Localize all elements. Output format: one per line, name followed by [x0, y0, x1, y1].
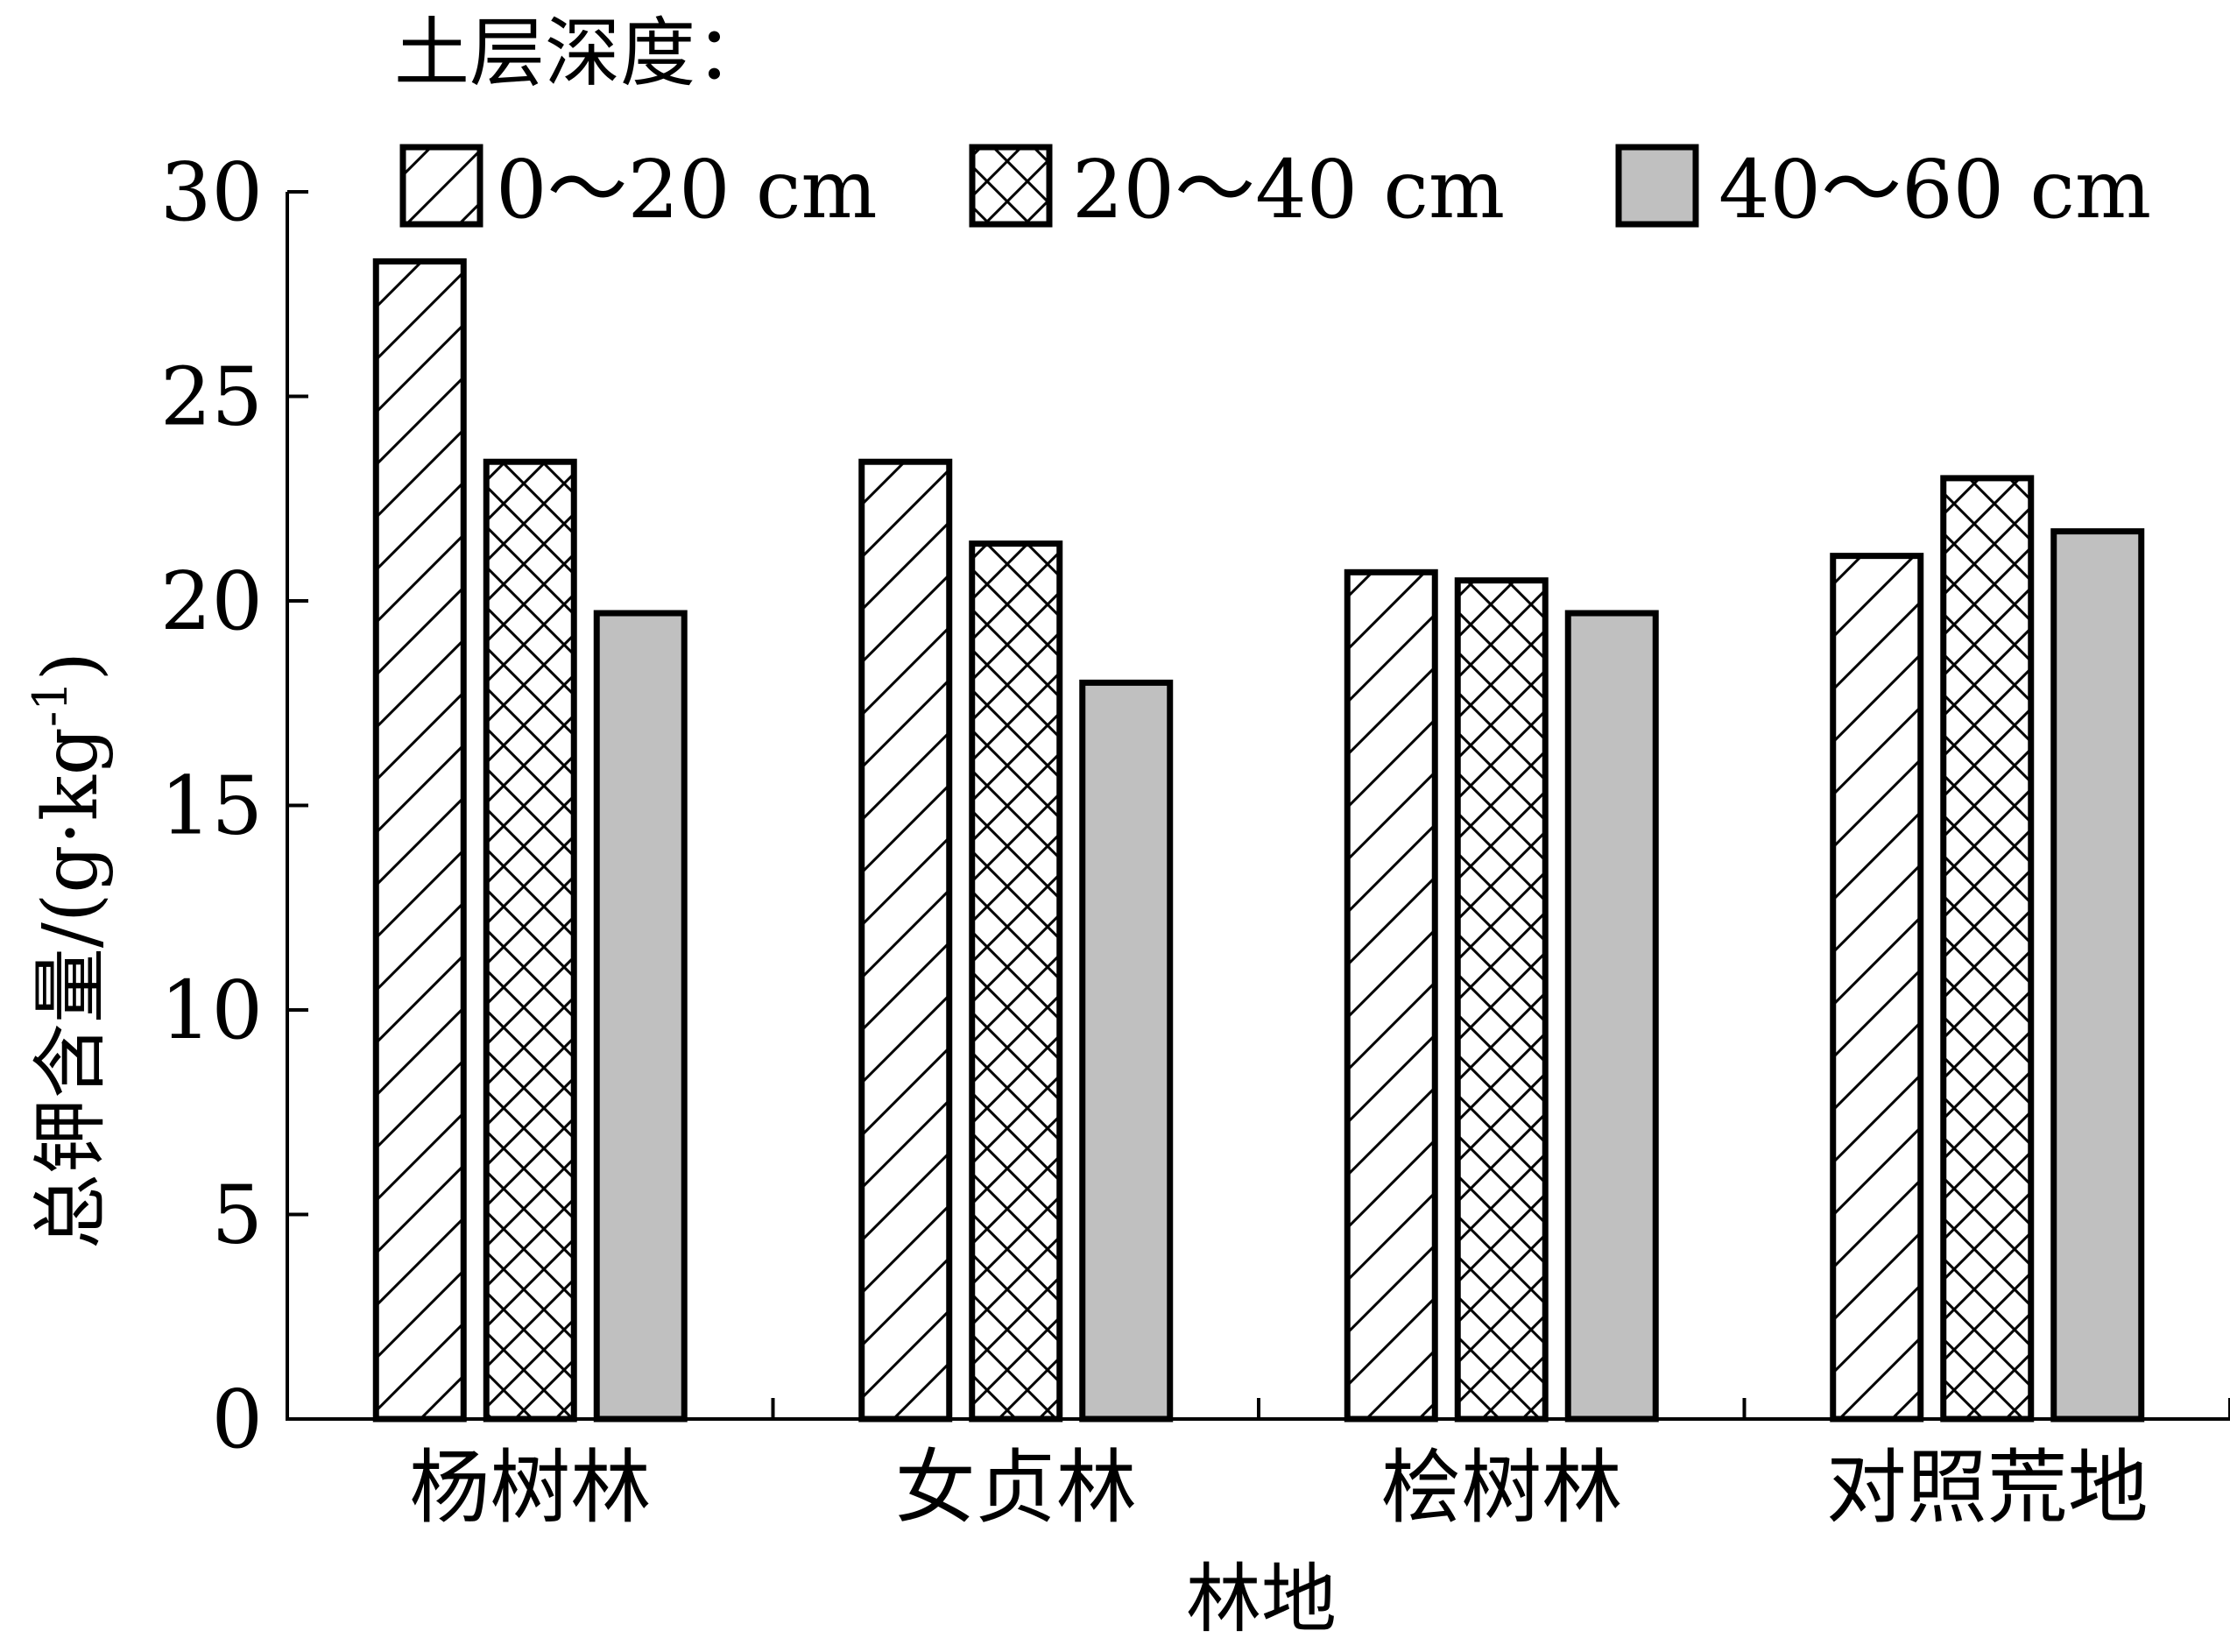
legend-swatch-1 — [403, 147, 480, 224]
bar-series-1 — [376, 261, 463, 1419]
y-tick-label: 20 — [160, 554, 263, 648]
bar-series-3 — [1083, 682, 1170, 1419]
x-axis-tick-labels: 杨树林 女贞林 桧树林 对照荒地 — [409, 1441, 2149, 1535]
bar-series-1 — [1833, 556, 1921, 1419]
x-axis-title: 林地 — [1186, 1556, 1337, 1643]
x-tick-label: 桧树林 — [1380, 1441, 1622, 1535]
y-axis-title-main: 总钾含量/(g·kg — [27, 727, 115, 1249]
bar-series-3 — [596, 613, 684, 1419]
legend-label-2: 20～40 cm — [1072, 143, 1505, 237]
y-axis-title: 总钾含量/(g·kg-1) — [23, 652, 115, 1249]
x-tick-label: 杨树林 — [409, 1441, 651, 1535]
bar-series-3 — [1568, 613, 1655, 1419]
svg-text:总钾含量/(g·kg-1): 总钾含量/(g·kg-1) — [23, 652, 115, 1249]
bar-series-1 — [1347, 572, 1435, 1419]
legend-swatch-3 — [1619, 147, 1696, 224]
legend-item-3: 40～60 cm — [1619, 143, 2151, 237]
legend: 0～20 cm 20～40 cm 40～60 cm — [403, 143, 2151, 237]
y-tick-label: 25 — [160, 350, 263, 444]
bar-series-2 — [1457, 581, 1545, 1419]
x-tick-label: 女贞林 — [895, 1441, 1137, 1535]
x-tick-label: 对照荒地 — [1826, 1441, 2149, 1535]
bars — [376, 261, 2142, 1419]
y-axis-title-close: ) — [27, 652, 115, 681]
legend-swatch-2 — [972, 147, 1049, 224]
legend-label-3: 40～60 cm — [1718, 143, 2151, 237]
legend-label-1: 0～20 cm — [496, 143, 878, 237]
bar-series-2 — [486, 462, 574, 1419]
legend-item-1: 0～20 cm — [403, 143, 878, 237]
y-axis-title-sup: -1 — [23, 681, 78, 727]
y-tick-label: 30 — [160, 145, 263, 239]
y-tick-label: 0 — [211, 1373, 263, 1466]
bar-series-3 — [2054, 532, 2142, 1419]
y-tick-label: 5 — [211, 1168, 263, 1262]
bar-series-2 — [1944, 478, 2031, 1419]
legend-title: 土层深度： — [394, 10, 771, 97]
y-tick-label: 15 — [160, 759, 263, 853]
bar-series-2 — [972, 544, 1060, 1419]
bar-series-1 — [862, 462, 949, 1419]
y-tick-label: 10 — [160, 964, 263, 1057]
legend-item-2: 20～40 cm — [972, 143, 1505, 237]
